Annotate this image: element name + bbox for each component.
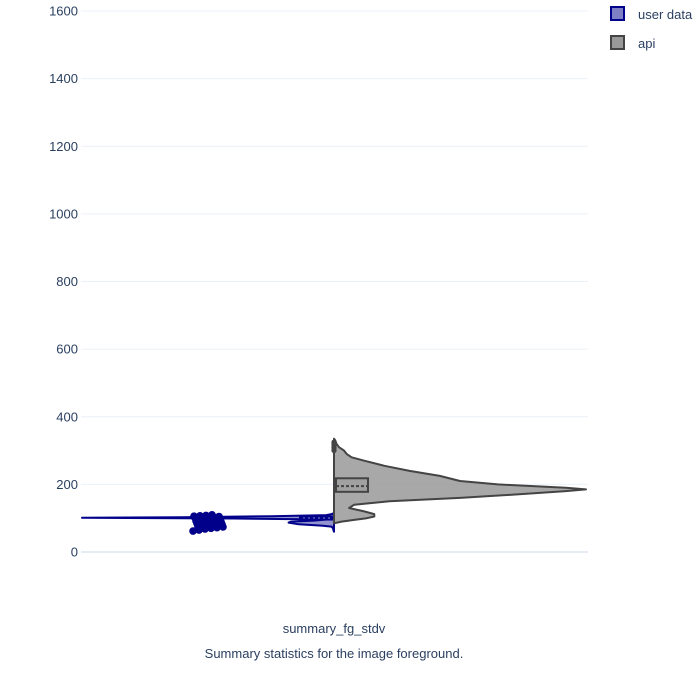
- data-point: [189, 527, 197, 535]
- legend-item-1[interactable]: api: [610, 35, 655, 51]
- y-tick-label: 1200: [49, 139, 78, 154]
- violin-1-body[interactable]: [333, 437, 587, 525]
- violin-traces: [81, 437, 587, 535]
- data-point: [202, 511, 210, 520]
- legend[interactable]: user data api: [610, 6, 693, 51]
- y-tick-label: 600: [56, 342, 78, 357]
- x-axis-title: Summary statistics for the image foregro…: [205, 646, 464, 661]
- y-tick-label: 1400: [49, 71, 78, 86]
- legend-swatch: [610, 6, 625, 21]
- violin-1-box: [335, 477, 369, 493]
- grid-lines: [81, 10, 588, 553]
- outlier-point: [331, 439, 337, 445]
- x-tick-label: summary_fg_stdv: [283, 621, 386, 636]
- data-point: [190, 512, 198, 520]
- data-point: [196, 512, 204, 520]
- y-tick-label: 1600: [49, 4, 78, 19]
- legend-swatch: [610, 35, 625, 50]
- y-tick-label: 400: [56, 409, 78, 424]
- legend-label: api: [638, 36, 655, 51]
- data-point: [215, 512, 223, 521]
- y-tick-label: 1000: [49, 206, 78, 221]
- y-axis-ticks: 0 200 400 600 800 1000 1200 1400 1600: [49, 4, 78, 560]
- y-tick-label: 200: [56, 477, 78, 492]
- legend-item-0[interactable]: user data: [610, 6, 693, 22]
- data-point: [208, 511, 216, 519]
- y-tick-label: 0: [71, 545, 78, 560]
- legend-label: user data: [638, 7, 693, 22]
- y-tick-label: 800: [56, 274, 78, 289]
